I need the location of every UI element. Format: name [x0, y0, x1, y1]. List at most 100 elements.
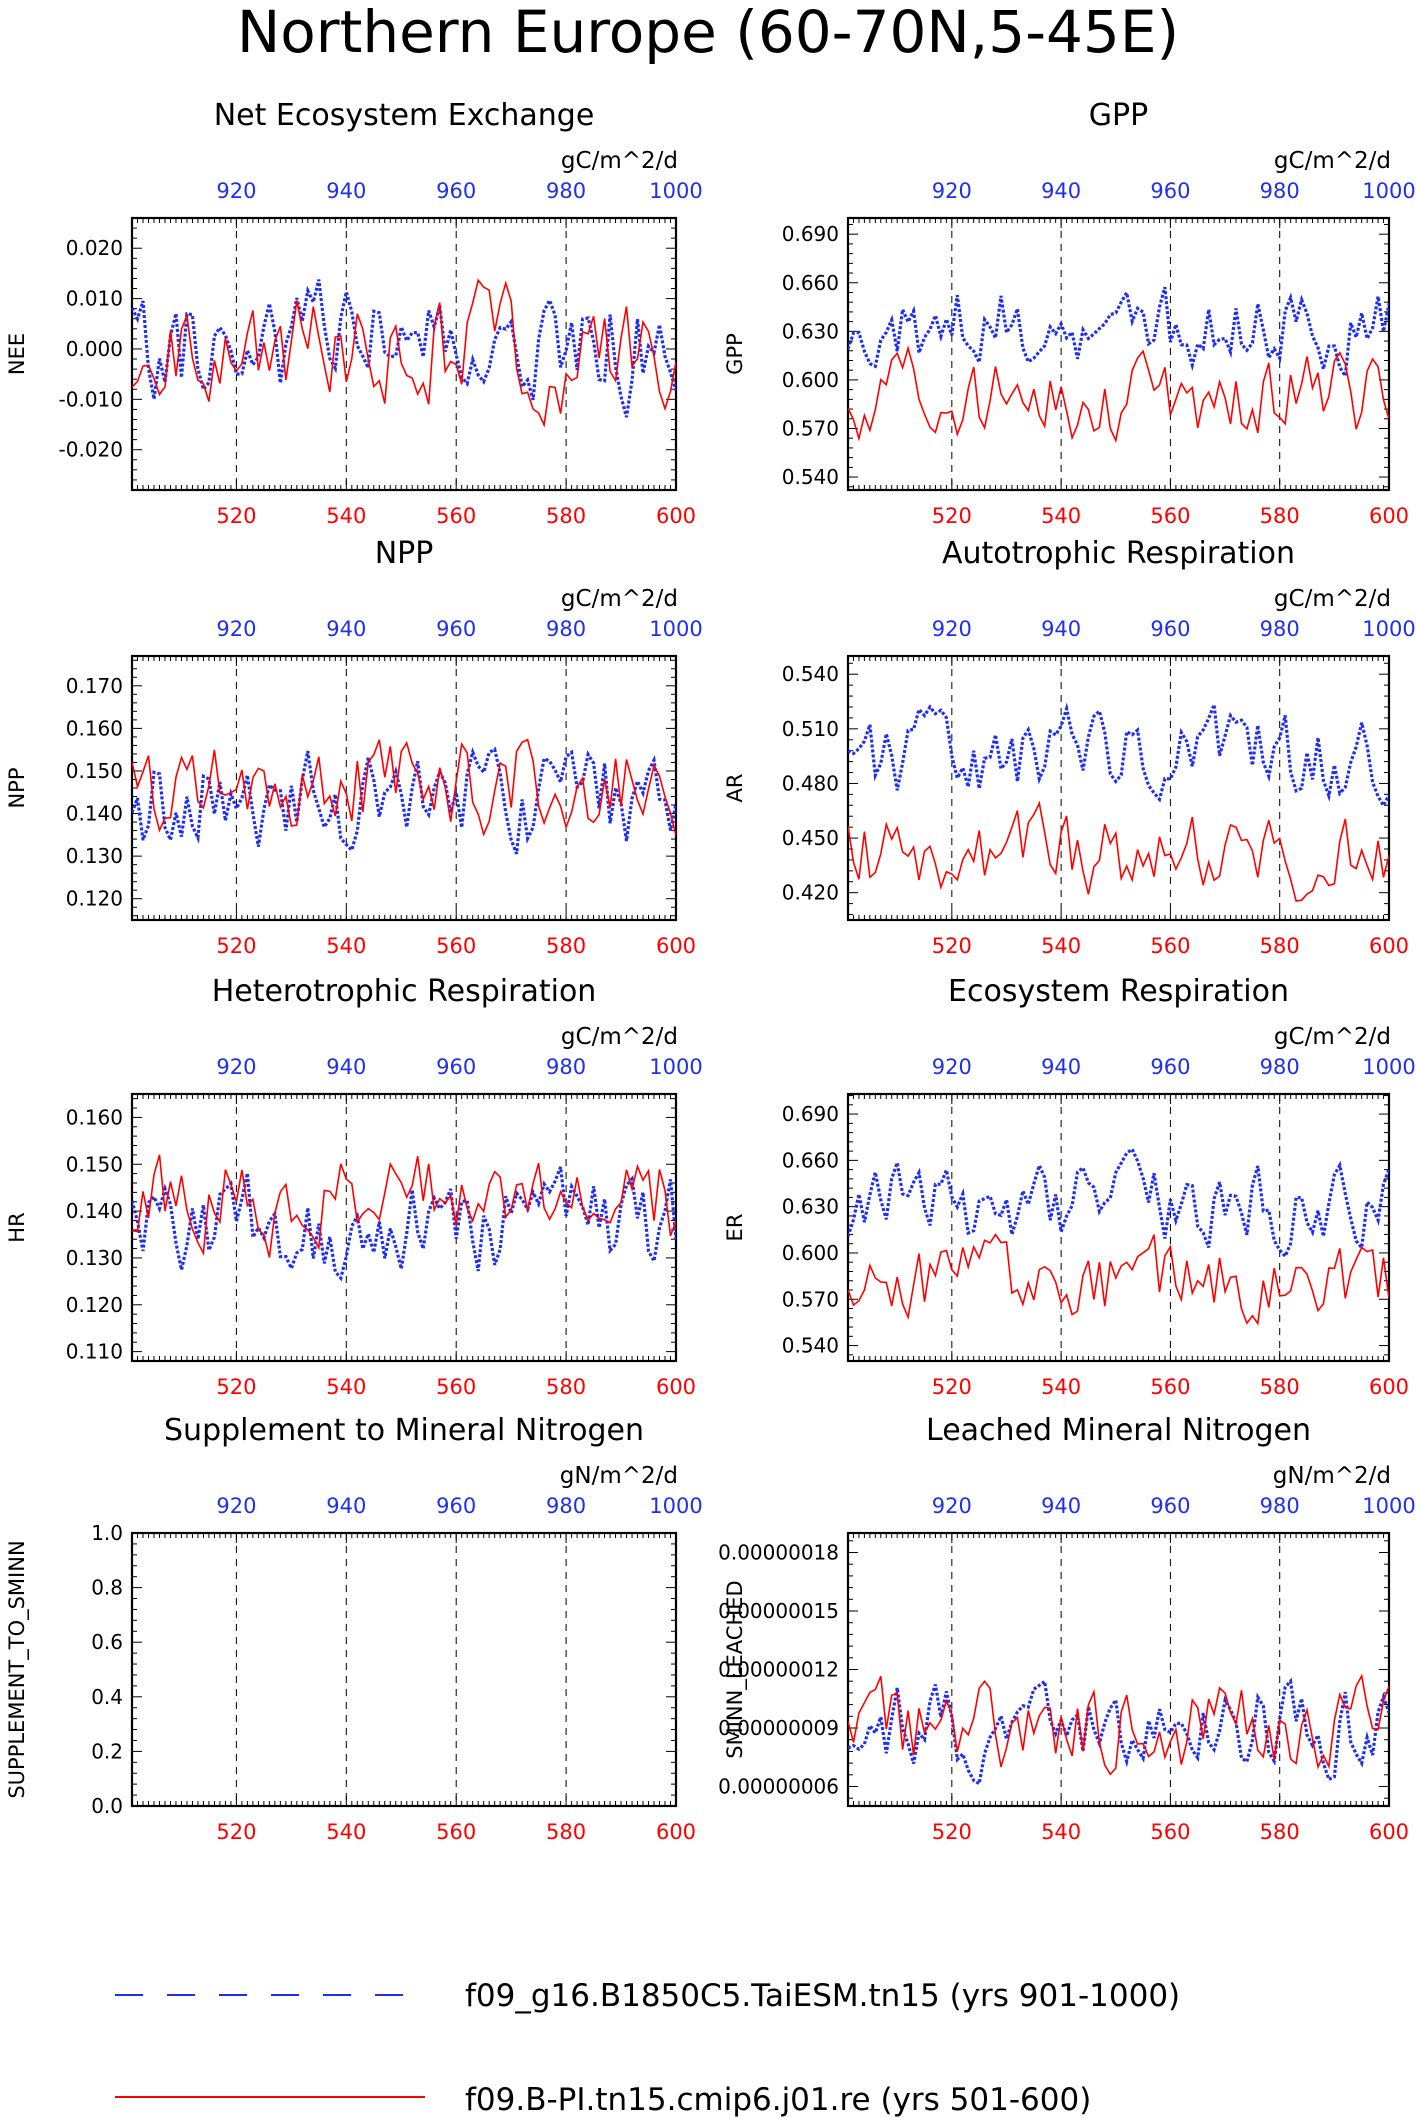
y-axis-label: GPP: [723, 333, 747, 375]
y-tick-label: 0.010: [66, 287, 123, 311]
x-tick-label: 540: [1041, 934, 1081, 958]
x-tick-label: 540: [1041, 504, 1081, 528]
x-tick-label: 580: [1260, 1820, 1300, 1844]
y-axis-label: AR: [723, 774, 747, 803]
x-top-tick-label: 960: [1150, 617, 1190, 641]
panel-title: Net Ecosystem Exchange: [214, 98, 595, 133]
legend-label-case1: f09_g16.B1850C5.TaiESM.tn15 (yrs 901-100…: [465, 1978, 1180, 2014]
y-tick-label: 0.540: [782, 662, 839, 686]
x-tick-label: 580: [546, 1375, 586, 1399]
y-tick-label: 0.630: [782, 319, 839, 343]
unit-label: gC/m^2/d: [561, 1024, 678, 1050]
x-tick-label: 560: [436, 504, 476, 528]
x-top-tick-label: 980: [546, 1494, 586, 1518]
x-tick-label: 560: [436, 934, 476, 958]
panel-title: Ecosystem Respiration: [948, 974, 1289, 1009]
y-tick-label: 0.600: [782, 368, 839, 392]
x-top-tick-label: 920: [216, 1055, 256, 1079]
x-top-tick-label: 960: [1150, 1494, 1190, 1518]
x-tick-label: 580: [1260, 934, 1300, 958]
x-top-tick-label: 960: [1150, 1055, 1190, 1079]
x-tick-label: 560: [1150, 1820, 1190, 1844]
y-tick-label: 0.660: [782, 271, 839, 295]
x-tick-label: 540: [326, 1820, 366, 1844]
y-tick-label: 0.160: [66, 716, 123, 740]
panel-title: Supplement to Mineral Nitrogen: [164, 1413, 644, 1448]
x-tick-label: 600: [656, 1820, 696, 1844]
series-line-case1: [848, 1677, 1389, 1787]
y-tick-label: 0.570: [782, 1287, 839, 1311]
x-tick-label: 520: [216, 504, 256, 528]
x-top-tick-label: 920: [216, 1494, 256, 1518]
y-tick-label: 0.6: [91, 1630, 123, 1654]
x-tick-label: 520: [216, 1820, 256, 1844]
y-tick-label: 1.0: [91, 1521, 123, 1545]
chart-panel-1: GPP gC/m^2/d 520 540 560 580 600 920 940 960 980 10…: [723, 98, 1416, 528]
unit-label: gC/m^2/d: [1274, 148, 1391, 174]
series-line-case2: [132, 1154, 676, 1258]
x-tick-label: 520: [932, 934, 972, 958]
y-axis-label: SMINN_LEACHED: [723, 1580, 748, 1758]
y-tick-label: 0.4: [91, 1685, 123, 1709]
y-tick-label: 0.660: [782, 1148, 839, 1172]
x-tick-label: 560: [1150, 934, 1190, 958]
y-tick-label: 0.00000009: [718, 1716, 839, 1740]
y-tick-label: 0.600: [782, 1241, 839, 1265]
y-tick-label: 0.150: [66, 1152, 123, 1176]
legend: f09_g16.B1850C5.TaiESM.tn15 (yrs 901-100…: [115, 1978, 1180, 2118]
x-top-tick-label: 980: [546, 179, 586, 203]
plot-frame: [130, 1531, 678, 1808]
page-title: Northern Europe (60-70N,5-45E): [237, 0, 1179, 66]
plot-frame: [846, 216, 1391, 492]
x-top-tick-label: 940: [326, 1494, 366, 1518]
y-tick-label: 0.00000015: [718, 1599, 839, 1623]
y-tick-label: 0.420: [782, 881, 839, 905]
x-tick-label: 600: [1369, 504, 1409, 528]
x-top-tick-label: 1000: [649, 1494, 702, 1518]
y-tick-label: 0.020: [66, 236, 123, 260]
x-top-tick-label: 960: [436, 1494, 476, 1518]
x-top-tick-label: 980: [546, 1055, 586, 1079]
y-tick-label: 0.540: [782, 465, 839, 489]
y-tick-label: 0.690: [782, 222, 839, 246]
x-top-tick-label: 920: [216, 617, 256, 641]
y-tick-label: 0.130: [66, 1246, 123, 1270]
x-top-tick-label: 1000: [649, 179, 702, 203]
series-line-case2: [848, 800, 1389, 902]
x-tick-label: 600: [1369, 1375, 1409, 1399]
panel-title: GPP: [1089, 98, 1148, 133]
series-line-case2: [848, 345, 1389, 444]
x-tick-label: 540: [1041, 1375, 1081, 1399]
panel-title: Leached Mineral Nitrogen: [926, 1413, 1311, 1448]
chart-panel-7: Leached Mineral Nitrogen gN/m^2/d 520 540 56…: [718, 1413, 1416, 1844]
x-tick-label: 600: [656, 504, 696, 528]
x-tick-label: 580: [546, 504, 586, 528]
unit-label: gC/m^2/d: [1274, 1024, 1391, 1050]
x-top-tick-label: 1000: [1362, 617, 1415, 641]
x-tick-label: 600: [1369, 934, 1409, 958]
y-tick-label: 0.160: [66, 1105, 123, 1129]
y-tick-label: 0.000: [66, 337, 123, 361]
x-top-tick-label: 940: [326, 179, 366, 203]
panel-title: NPP: [375, 536, 434, 571]
panel-title: Heterotrophic Respiration: [212, 974, 597, 1009]
series-line-case2: [132, 278, 676, 428]
plot-frame: [846, 654, 1391, 922]
x-tick-label: 560: [436, 1375, 476, 1399]
y-tick-label: 0.170: [66, 674, 123, 698]
chart-panel-0: Net Ecosystem Exchange gC/m^2/d 520 540 560 5…: [5, 98, 703, 528]
series-line-case2: [848, 1233, 1389, 1326]
y-tick-label: 0.140: [66, 1199, 123, 1223]
y-tick-label: 0.570: [782, 416, 839, 440]
x-top-tick-label: 940: [1041, 617, 1081, 641]
x-top-tick-label: 960: [436, 179, 476, 203]
series-line-case1: [848, 1146, 1389, 1260]
y-tick-label: -0.020: [59, 438, 123, 462]
y-tick-label: 0.00000006: [718, 1775, 839, 1799]
x-top-tick-label: 960: [1150, 179, 1190, 203]
x-top-tick-label: 920: [932, 1055, 972, 1079]
panels: Net Ecosystem Exchange gC/m^2/d 520 540 560 5…: [5, 98, 1416, 1844]
series-line-case1: [132, 746, 676, 855]
x-top-tick-label: 1000: [649, 617, 702, 641]
x-top-tick-label: 960: [436, 617, 476, 641]
